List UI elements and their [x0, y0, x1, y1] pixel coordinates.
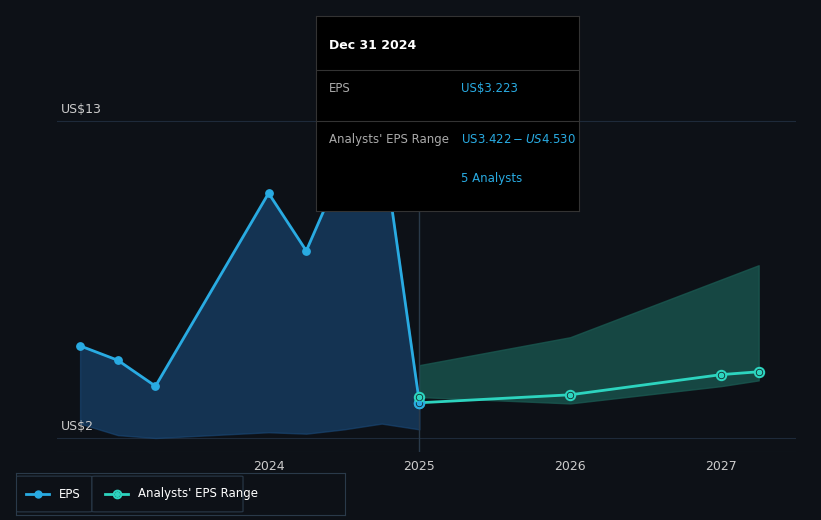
Point — [563, 391, 576, 399]
Point — [300, 246, 313, 255]
Point — [110, 490, 123, 498]
Point — [413, 393, 426, 401]
Text: US$13: US$13 — [61, 103, 101, 116]
Text: EPS: EPS — [329, 82, 351, 95]
Text: 2024: 2024 — [253, 460, 284, 473]
Point — [752, 368, 765, 376]
Point — [752, 368, 765, 376]
Point — [337, 160, 351, 168]
Point — [714, 370, 727, 379]
Point — [413, 399, 426, 407]
Text: 2027: 2027 — [705, 460, 736, 473]
Text: US$3.422 - US$4.530: US$3.422 - US$4.530 — [461, 133, 576, 146]
Point — [413, 399, 426, 407]
Text: US$3.223: US$3.223 — [461, 82, 517, 95]
Point — [111, 356, 124, 365]
Point — [262, 189, 275, 198]
Point — [110, 490, 123, 498]
Point — [74, 342, 87, 350]
Text: Analysts Forecasts: Analysts Forecasts — [430, 115, 540, 128]
Point — [714, 370, 727, 379]
Text: US$2: US$2 — [61, 420, 94, 433]
Point — [375, 132, 388, 140]
Point — [413, 399, 426, 407]
Text: Actual: Actual — [372, 115, 409, 128]
Text: 2025: 2025 — [403, 460, 435, 473]
Point — [563, 391, 576, 399]
Text: Analysts' EPS Range: Analysts' EPS Range — [329, 133, 449, 146]
FancyBboxPatch shape — [92, 476, 243, 512]
Point — [413, 399, 426, 407]
Point — [413, 393, 426, 401]
Point — [149, 382, 162, 391]
Text: 5 Analysts: 5 Analysts — [461, 172, 522, 185]
FancyBboxPatch shape — [16, 476, 92, 512]
Text: Analysts' EPS Range: Analysts' EPS Range — [138, 488, 258, 500]
Point — [31, 490, 44, 498]
Text: 2026: 2026 — [554, 460, 586, 473]
Text: Dec 31 2024: Dec 31 2024 — [329, 39, 416, 52]
Text: EPS: EPS — [59, 488, 80, 500]
